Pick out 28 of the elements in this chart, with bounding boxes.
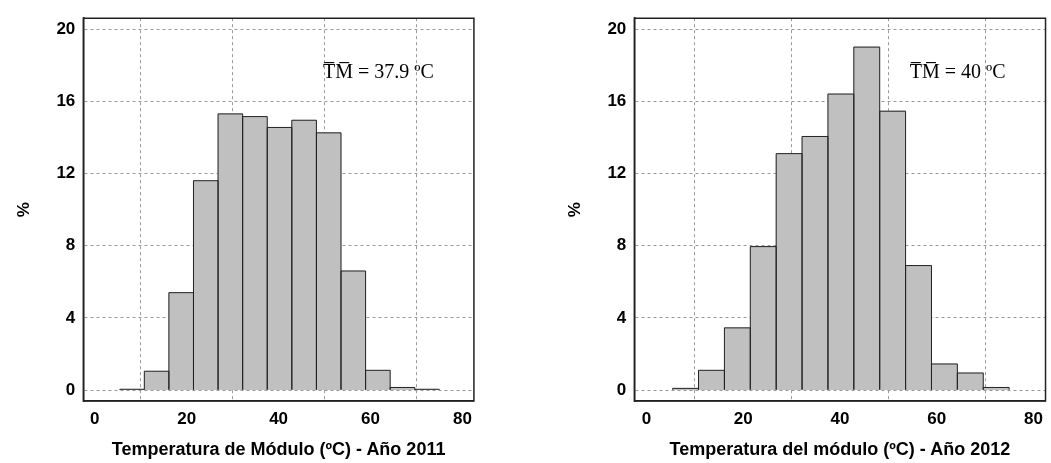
y-axis-title: % — [13, 202, 33, 218]
x-tick-label: 20 — [733, 408, 753, 428]
y-tick-label: 20 — [607, 18, 627, 38]
x-tick-label: 0 — [90, 408, 100, 428]
y-tick-label: 4 — [65, 307, 76, 327]
y-tick-label: 12 — [607, 163, 627, 183]
x-axis-title: Temperatura de Módulo (ºC) - Año 2011 — [111, 439, 446, 460]
y-tick-label: 16 — [607, 90, 627, 110]
x-tick-label: 20 — [177, 408, 197, 428]
x-tick-label: 80 — [452, 408, 472, 428]
x-tick-label: 80 — [1023, 408, 1043, 428]
x-tick-label: 40 — [830, 408, 850, 428]
x-tick-label: 40 — [269, 408, 289, 428]
annotation: T̅M̅ = 40 ºC — [909, 60, 1006, 83]
y-tick-label: 8 — [65, 235, 76, 255]
x-axis-title: Temperatura del módulo (ºC) - Año 2012 — [669, 439, 1011, 460]
x-tick-label: 0 — [641, 408, 652, 428]
annotation: T̅M̅ = 37.9 ºC — [323, 60, 434, 83]
y-tick-label: 12 — [56, 163, 76, 183]
y-tick-label: 20 — [56, 18, 76, 38]
y-tick-label: 4 — [616, 307, 627, 327]
y-axis-title: % — [564, 202, 584, 218]
y-tick-label: 0 — [616, 379, 627, 399]
y-tick-label: 8 — [616, 235, 627, 255]
y-tick-label: 0 — [65, 379, 76, 399]
y-tick-label: 16 — [56, 90, 76, 110]
x-tick-label: 60 — [361, 408, 380, 428]
x-tick-label: 60 — [927, 408, 947, 428]
